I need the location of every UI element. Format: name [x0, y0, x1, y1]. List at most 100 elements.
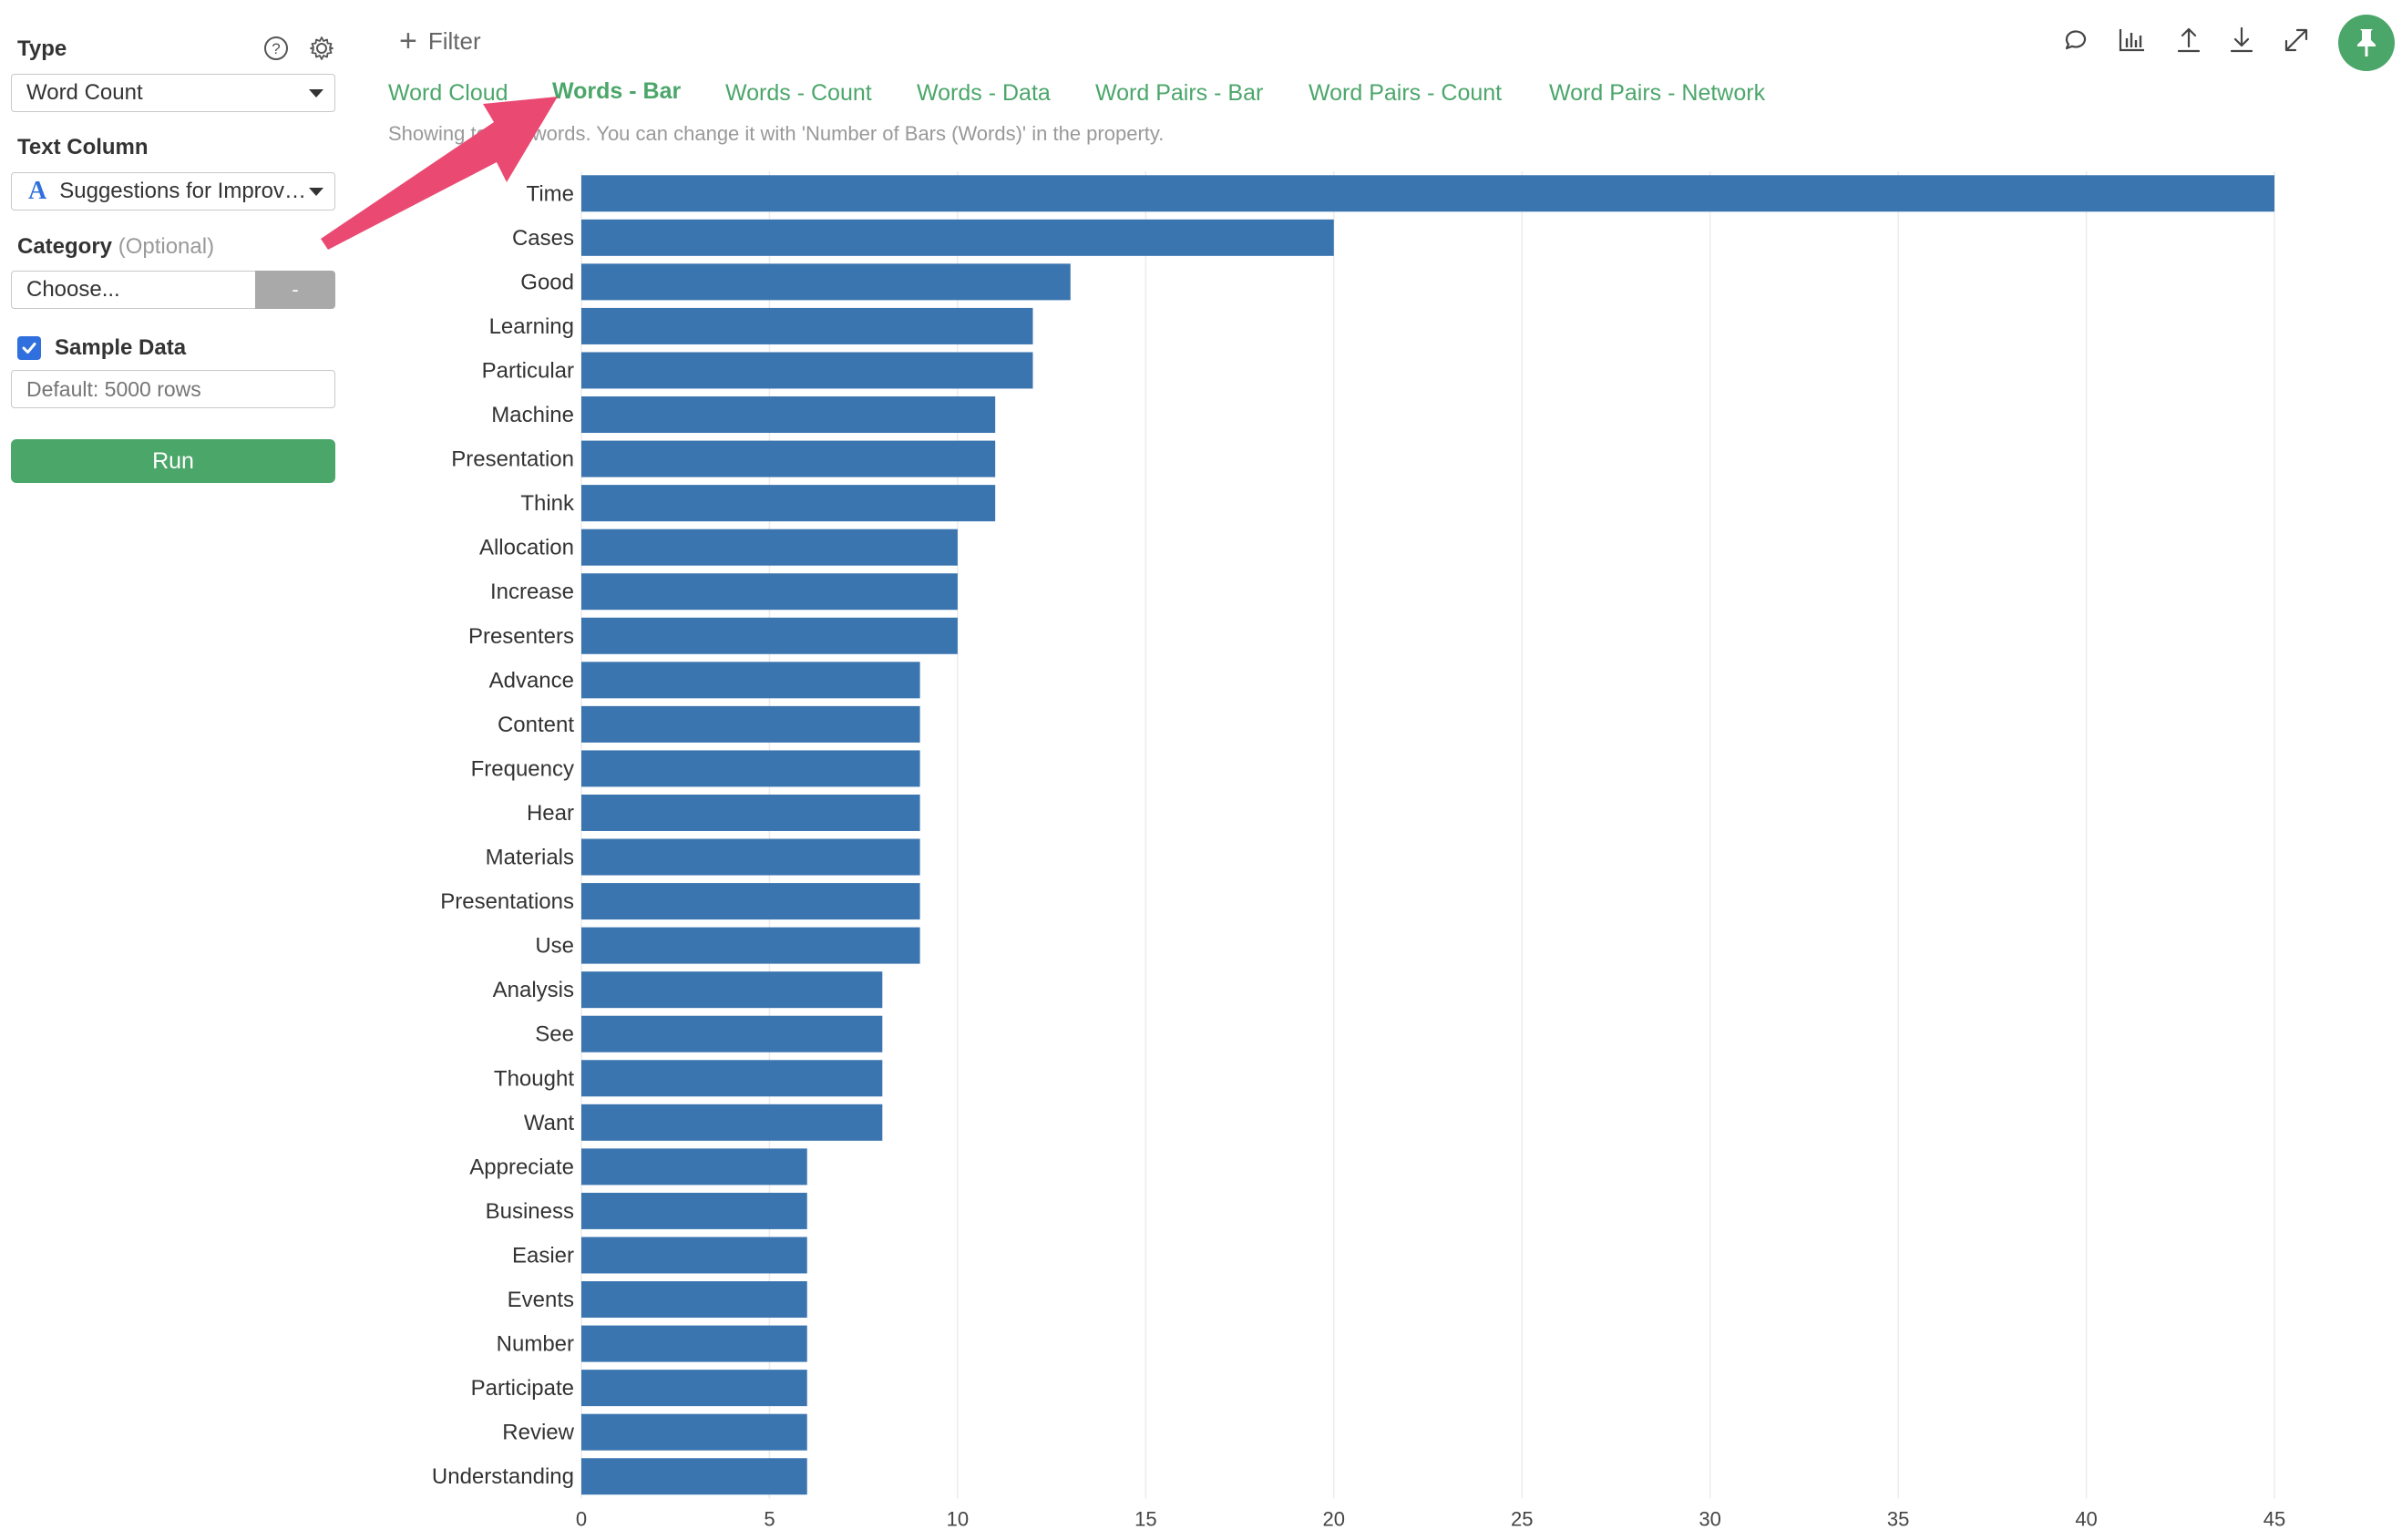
category-label-good: Good: [520, 270, 574, 294]
pin-icon: [2357, 29, 2376, 56]
sample-rows-input[interactable]: [11, 370, 335, 408]
category-select[interactable]: Choose...: [11, 271, 257, 309]
category-label-materials: Materials: [486, 846, 574, 870]
bar-presentation[interactable]: [581, 440, 996, 477]
bar-machine[interactable]: [581, 396, 996, 434]
category-label-events: Events: [508, 1288, 574, 1312]
bar-number[interactable]: [581, 1325, 807, 1362]
category-label-frequency: Frequency: [471, 756, 574, 781]
bar-cases[interactable]: [581, 219, 1334, 256]
tab-words-count[interactable]: Words - Count: [725, 80, 872, 106]
bar-presentations[interactable]: [581, 883, 920, 920]
text-column-value: Suggestions for Improv…: [59, 179, 307, 203]
bar-understanding[interactable]: [581, 1458, 807, 1495]
category-label-see: See: [535, 1022, 574, 1047]
bar-materials[interactable]: [581, 838, 920, 876]
category-label-analysis: Analysis: [493, 978, 574, 1002]
text-type-icon: A: [28, 177, 47, 205]
category-label-presentation: Presentation: [451, 447, 574, 472]
tab-words-data[interactable]: Words - Data: [917, 80, 1051, 106]
bar-analysis[interactable]: [581, 971, 883, 1009]
bar-content[interactable]: [581, 705, 920, 743]
bar-frequency[interactable]: [581, 750, 920, 787]
category-label: Category (Optional): [17, 234, 214, 260]
x-tick-label: 40: [2075, 1508, 2097, 1531]
help-icon[interactable]: ?: [262, 35, 290, 62]
bar-presenters[interactable]: [581, 617, 958, 654]
type-label: Type: [17, 36, 67, 61]
category-label-review: Review: [502, 1421, 574, 1445]
x-tick-label: 5: [764, 1508, 775, 1531]
category-label-increase: Increase: [490, 580, 574, 604]
x-tick-label: 35: [1887, 1508, 1909, 1531]
bar-want[interactable]: [581, 1104, 883, 1141]
bar-see[interactable]: [581, 1015, 883, 1052]
category-label-participate: Participate: [471, 1376, 574, 1401]
chevron-down-icon: [309, 89, 323, 98]
x-tick-label: 15: [1134, 1508, 1156, 1531]
run-button[interactable]: Run: [11, 439, 335, 483]
x-tick-label: 25: [1511, 1508, 1533, 1531]
add-filter-button[interactable]: + Filter: [399, 26, 481, 56]
upload-icon[interactable]: [2172, 24, 2205, 56]
category-label-presenters: Presenters: [468, 624, 574, 649]
bar-thought[interactable]: [581, 1060, 883, 1097]
category-clear-button[interactable]: -: [255, 271, 335, 309]
category-label-allocation: Allocation: [479, 536, 574, 560]
x-tick-label: 0: [576, 1508, 587, 1531]
bar-appreciate[interactable]: [581, 1148, 807, 1186]
bar-use[interactable]: [581, 927, 920, 964]
x-tick-label: 20: [1323, 1508, 1345, 1531]
text-column-select[interactable]: A Suggestions for Improv…: [11, 172, 335, 210]
category-label-thought: Thought: [494, 1066, 574, 1091]
bar-increase[interactable]: [581, 573, 958, 611]
tab-word-pairs-count[interactable]: Word Pairs - Count: [1309, 80, 1503, 106]
x-tick-label: 30: [1699, 1508, 1720, 1531]
chevron-down-icon: [309, 188, 323, 196]
svg-text:?: ?: [272, 40, 280, 57]
type-select[interactable]: Word Count: [11, 74, 335, 112]
chart-icon[interactable]: [2116, 24, 2149, 56]
download-icon[interactable]: [2225, 24, 2258, 56]
text-column-label: Text Column: [17, 135, 149, 159]
bar-learning[interactable]: [581, 307, 1033, 344]
bar-review[interactable]: [581, 1413, 807, 1451]
filter-label: Filter: [427, 26, 481, 55]
bar-think[interactable]: [581, 485, 996, 522]
category-select-value: Choose...: [26, 277, 120, 302]
bar-events[interactable]: [581, 1281, 807, 1319]
bar-easier[interactable]: [581, 1237, 807, 1274]
category-label-text: Category: [17, 234, 113, 259]
bar-hear[interactable]: [581, 794, 920, 831]
category-label-presentations: Presentations: [440, 889, 574, 914]
category-label-think: Think: [520, 491, 575, 516]
category-label-understanding: Understanding: [432, 1464, 574, 1489]
tab-word-pairs-bar[interactable]: Word Pairs - Bar: [1095, 80, 1264, 106]
tab-word-pairs-network[interactable]: Word Pairs - Network: [1549, 80, 1766, 106]
plus-icon: +: [399, 24, 417, 58]
sample-data-checkbox[interactable]: [17, 336, 41, 360]
chart-category-labels: Time Cases Good Learning Particular Machine Pr…: [432, 181, 575, 1489]
category-label-learning: Learning: [489, 314, 574, 339]
bar-good[interactable]: [581, 263, 1071, 301]
category-label-hear: Hear: [527, 801, 574, 826]
check-icon: [22, 343, 36, 354]
bar-allocation[interactable]: [581, 529, 958, 566]
gear-icon[interactable]: [308, 35, 335, 62]
category-label-advance: Advance: [489, 668, 574, 693]
bar-particular[interactable]: [581, 352, 1033, 389]
x-tick-label: 45: [2263, 1508, 2285, 1531]
left-panel: Type ? Word Count Text Column A Suggesti…: [0, 0, 355, 1540]
category-label-easier: Easier: [512, 1243, 574, 1268]
bar-time[interactable]: [581, 175, 2274, 212]
type-select-value: Word Count: [26, 80, 143, 105]
category-label-machine: Machine: [491, 403, 574, 427]
bar-business[interactable]: [581, 1192, 807, 1229]
expand-icon[interactable]: [2280, 24, 2313, 56]
pin-button[interactable]: [2338, 15, 2395, 71]
category-optional-text: (Optional): [118, 234, 215, 259]
comment-icon[interactable]: [2059, 24, 2092, 56]
bar-advance[interactable]: [581, 662, 920, 699]
tab-words-bar[interactable]: Words - Bar: [552, 78, 682, 104]
bar-participate[interactable]: [581, 1370, 807, 1407]
